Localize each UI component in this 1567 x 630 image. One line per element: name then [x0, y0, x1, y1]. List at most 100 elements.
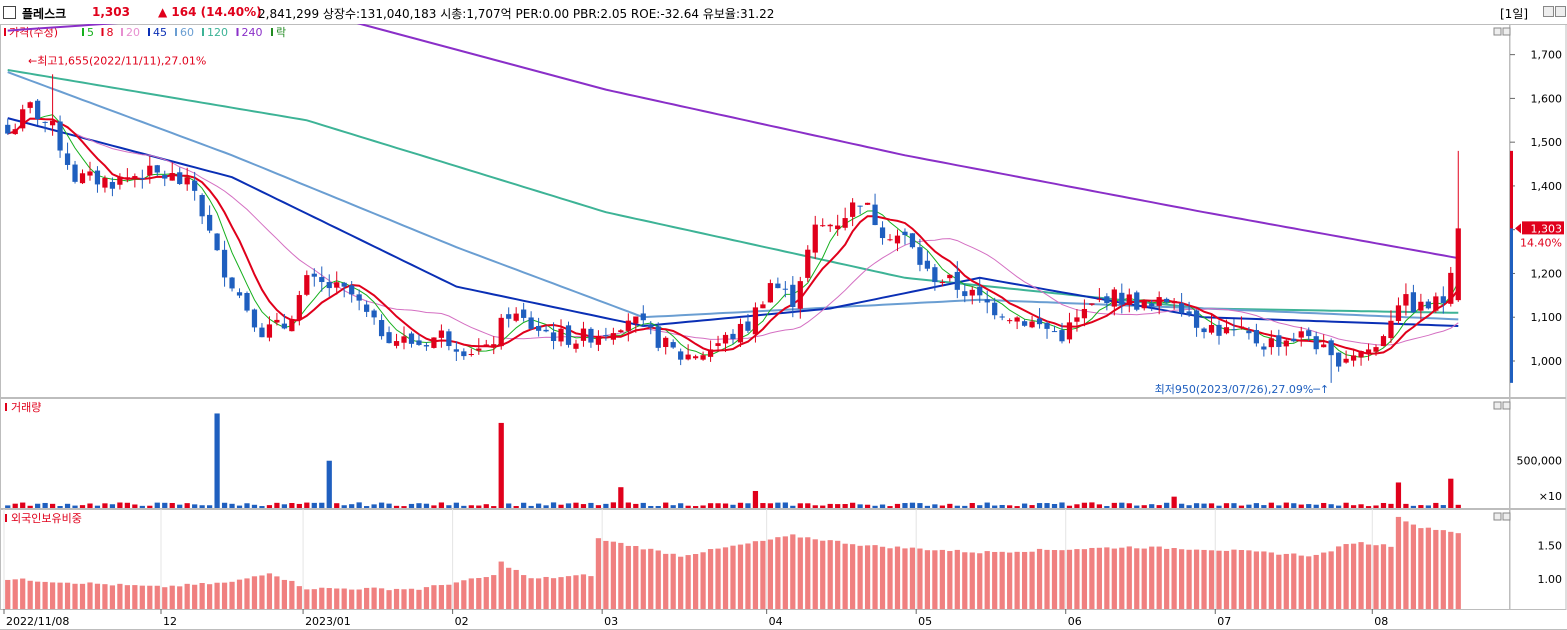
foreign-ratio-bar: [87, 582, 93, 609]
foreign-ratio-bar: [842, 543, 848, 609]
volume-bar: [102, 503, 108, 508]
foreign-ratio-bar: [835, 540, 841, 609]
volume-bar: [386, 503, 392, 508]
foreign-ratio-bar: [483, 577, 489, 609]
foreign-ratio-bar: [1298, 555, 1304, 609]
volume-bar: [1141, 505, 1147, 508]
volume-bar: [341, 505, 347, 508]
foreign-ratio-bar: [1134, 548, 1140, 609]
volume-bar: [1149, 504, 1155, 508]
candle-body: [872, 204, 878, 226]
candle-body: [1418, 301, 1424, 311]
candle-body: [79, 173, 86, 184]
volume-bar: [1283, 502, 1289, 508]
candle-body: [1186, 311, 1192, 315]
volume-bar: [1291, 503, 1297, 508]
volume-bar: [5, 505, 11, 508]
volume-bar: [468, 505, 474, 508]
foreign-ratio-bar: [550, 578, 557, 609]
candle-body: [580, 328, 587, 341]
foreign-ratio-bar: [319, 587, 325, 609]
volume-bar: [1164, 502, 1170, 508]
candle-body: [864, 202, 871, 205]
foreign-ratio-bar: [1014, 551, 1020, 609]
volume-bar: [550, 502, 557, 508]
volume-bar: [1448, 478, 1454, 508]
current-pct-tag: 14.40%: [1520, 236, 1562, 249]
volume-bar: [1380, 502, 1387, 508]
foreign-tick-label: 1.50: [1538, 540, 1563, 553]
watchlist-checkbox[interactable]: [3, 6, 16, 19]
foreign-ratio-bar: [304, 589, 310, 609]
candle-body: [1081, 308, 1088, 319]
foreign-ratio-bar: [378, 588, 385, 609]
candle-body: [1193, 310, 1200, 328]
foreign-ratio-bar: [1358, 542, 1364, 609]
volume-bar: [999, 504, 1005, 508]
legend-swatch: [101, 28, 104, 36]
candle-body: [528, 317, 534, 329]
candle-body: [87, 171, 93, 176]
period-selector[interactable]: [1일]: [1500, 7, 1529, 21]
foreign-ratio-bar: [827, 540, 833, 609]
foreign-ratio-bar: [1276, 554, 1282, 609]
window-close-icon[interactable]: [1555, 6, 1566, 17]
candle-body: [498, 317, 504, 347]
window-restore-icon[interactable]: [1543, 6, 1554, 17]
candle-body: [827, 224, 833, 227]
current-price-tag-bg: [1522, 221, 1564, 235]
foreign-ratio-bar: [1119, 547, 1125, 609]
price-tick-label: 1,400: [1531, 180, 1563, 193]
foreign-ratio-bar: [947, 551, 953, 609]
volume-bar: [962, 505, 968, 508]
candle-body: [94, 170, 101, 185]
foreign-ratio-bar: [1343, 544, 1349, 609]
foreign-ratio-bar: [1283, 553, 1289, 609]
volume-bar: [917, 503, 923, 508]
panel-restore-icon: [1493, 27, 1502, 36]
volume-bar: [132, 504, 138, 508]
candle-body: [1089, 303, 1095, 305]
volume-bar: [1044, 503, 1050, 508]
foreign-ratio-bar: [730, 545, 736, 609]
candle-body: [1044, 323, 1050, 329]
volume-bar: [296, 503, 302, 508]
volume-bar: [1081, 502, 1088, 508]
foreign-ratio-bar: [139, 585, 145, 609]
foreign-axis-frame: [1509, 509, 1567, 610]
candle-body: [737, 323, 744, 343]
volume-bar: [1186, 505, 1192, 508]
candle-body: [648, 324, 654, 328]
foreign-ratio-bar: [1246, 550, 1252, 609]
candle-body: [289, 318, 295, 332]
foreign-ratio-bar: [535, 578, 542, 609]
price-panel[interactable]: 가격(수정) 5 8 20 45 60 120 240 락1,7001,6001,5001,40…: [0, 24, 1567, 398]
volume-bar: [491, 506, 497, 508]
foreign-ratio-bar: [1448, 531, 1454, 609]
candle-body: [730, 333, 736, 340]
candle-body: [42, 121, 48, 123]
volume-panel[interactable]: 거래량 500,000 ×10: [0, 398, 1567, 509]
volume-bar: [648, 505, 654, 508]
foreign-ratio-bar: [737, 544, 744, 609]
candle-body: [1380, 336, 1387, 347]
volume-bar: [1238, 505, 1245, 508]
x-tick-label: 2022/11/08: [6, 615, 69, 628]
volume-bar: [924, 505, 931, 508]
volume-bar: [42, 502, 48, 508]
volume-bar: [154, 502, 160, 508]
volume-bar: [326, 460, 332, 508]
candle-body: [1440, 296, 1446, 304]
price-range-bar: [1510, 150, 1513, 383]
foreign-ownership-panel[interactable]: 외국인보유비중 1.50 1.00: [0, 509, 1567, 610]
foreign-ratio-bar: [1111, 548, 1117, 609]
volume-bar: [1298, 504, 1304, 508]
candle-body: [1036, 318, 1043, 325]
volume-bar: [977, 505, 983, 508]
volume-bar: [438, 502, 445, 508]
candle-body: [72, 164, 78, 182]
stock-chart[interactable]: 가격(수정) 5 8 20 45 60 120 240 락1,7001,6001,5001,40…: [0, 24, 1567, 630]
candle-body: [296, 295, 302, 320]
volume-bar: [1029, 505, 1035, 508]
legend-item: 60: [180, 26, 194, 39]
